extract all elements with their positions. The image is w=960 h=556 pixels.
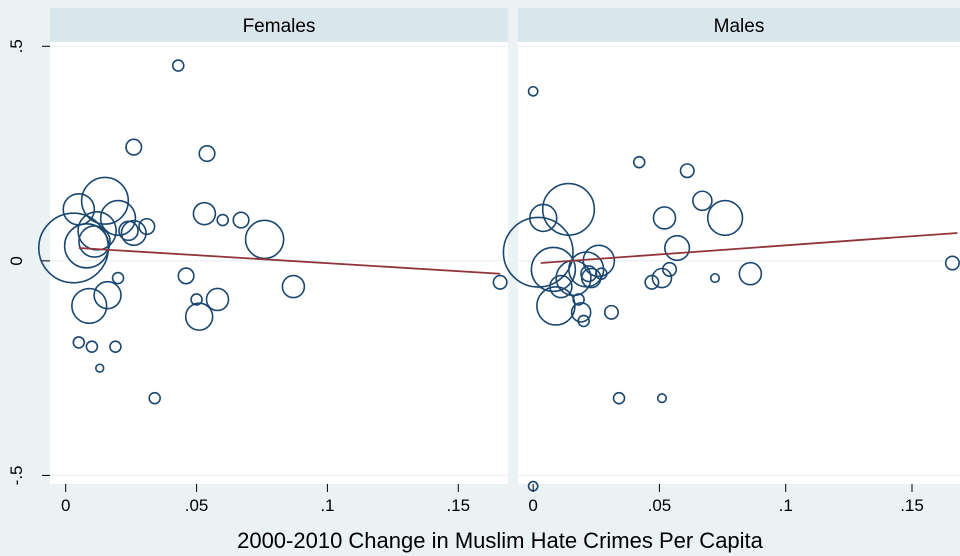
x-tick-label: 0 bbox=[61, 496, 70, 515]
data-point bbox=[99, 199, 137, 237]
data-point bbox=[492, 274, 508, 290]
x-tick-label: 0 bbox=[528, 496, 537, 515]
data-point bbox=[111, 271, 125, 285]
x-tick-label: .15 bbox=[900, 496, 924, 515]
data-point bbox=[184, 302, 214, 331]
panel-title: Females bbox=[243, 16, 316, 37]
data-point bbox=[679, 163, 695, 179]
plot-area bbox=[518, 42, 960, 484]
x-tick-label: .1 bbox=[779, 496, 793, 515]
data-point bbox=[138, 217, 156, 236]
x-tick-label: .05 bbox=[648, 496, 672, 515]
data-point bbox=[582, 244, 616, 278]
data-point bbox=[190, 293, 203, 306]
data-point bbox=[570, 302, 592, 323]
fit-line bbox=[540, 232, 958, 264]
data-point bbox=[78, 225, 111, 258]
data-point bbox=[198, 144, 216, 163]
data-point bbox=[125, 138, 143, 156]
data-point bbox=[232, 211, 250, 229]
data-point bbox=[632, 155, 646, 169]
y-axis: .5 0 -.5 bbox=[7, 39, 50, 485]
data-point bbox=[148, 391, 161, 405]
data-point bbox=[530, 246, 577, 293]
data-point bbox=[692, 190, 713, 212]
data-point bbox=[85, 340, 99, 353]
data-point bbox=[603, 304, 619, 320]
y-tick-label: .5 bbox=[7, 39, 26, 53]
data-point bbox=[706, 199, 744, 237]
panel-title-strip bbox=[50, 8, 508, 42]
data-point bbox=[662, 261, 678, 277]
data-point bbox=[612, 391, 626, 405]
data-point bbox=[205, 287, 230, 312]
data-point bbox=[664, 234, 691, 262]
data-point bbox=[63, 223, 110, 269]
x-tick-label: .15 bbox=[446, 496, 470, 515]
data-point bbox=[652, 206, 677, 230]
data-point bbox=[738, 261, 763, 286]
y-tick-label: 0 bbox=[7, 256, 26, 265]
data-point bbox=[527, 85, 539, 97]
data-point bbox=[281, 274, 306, 299]
x-tick-label: .05 bbox=[185, 496, 209, 515]
data-point bbox=[120, 219, 147, 247]
data-point bbox=[709, 272, 721, 284]
data-point bbox=[95, 363, 105, 373]
data-point bbox=[80, 176, 130, 225]
data-point bbox=[192, 201, 217, 226]
y-tick-label: -.5 bbox=[7, 465, 26, 485]
data-point bbox=[109, 340, 122, 353]
data-point bbox=[216, 213, 230, 227]
data-point bbox=[171, 59, 185, 72]
data-point bbox=[651, 267, 673, 289]
data-point bbox=[595, 267, 608, 281]
panel-title-strip bbox=[518, 8, 960, 42]
fit-line bbox=[78, 247, 501, 275]
data-point bbox=[502, 216, 574, 288]
data-point bbox=[577, 314, 590, 328]
data-point bbox=[72, 336, 86, 349]
x-tick-label: .1 bbox=[320, 496, 334, 515]
data-point bbox=[71, 287, 108, 325]
data-point bbox=[549, 274, 573, 299]
data-point bbox=[93, 280, 122, 310]
data-point bbox=[944, 255, 960, 271]
panel-females: Females 0 .05 .1 .15 bbox=[37, 8, 508, 515]
plot-area bbox=[50, 42, 508, 484]
data-point bbox=[177, 267, 195, 285]
data-point bbox=[656, 393, 668, 404]
panel-males: Males 0 .05 .1 .15 bbox=[502, 8, 960, 515]
x-axis-title: 2000-2010 Change in Muslim Hate Crimes P… bbox=[237, 528, 764, 553]
data-point bbox=[644, 274, 660, 290]
panel-title: Males bbox=[714, 16, 765, 37]
data-point bbox=[572, 293, 585, 306]
